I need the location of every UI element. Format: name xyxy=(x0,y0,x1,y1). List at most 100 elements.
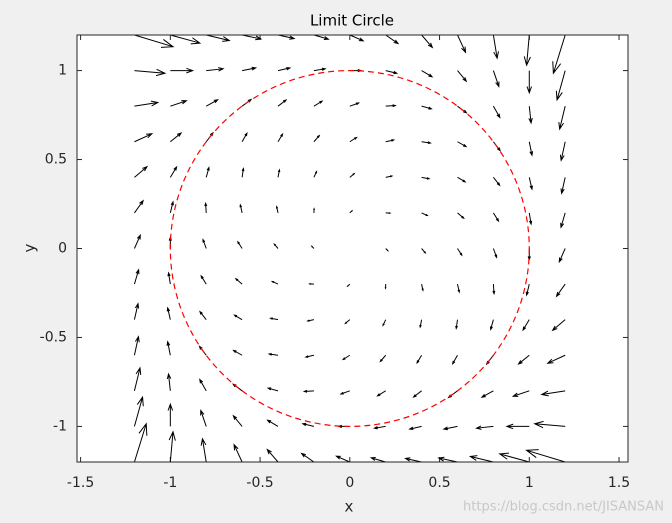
arrow xyxy=(558,106,566,131)
arrow xyxy=(555,283,566,298)
arrow xyxy=(457,212,465,220)
arrow xyxy=(200,409,207,427)
x-tick-label: 1 xyxy=(525,475,534,491)
arrow xyxy=(241,131,248,142)
x-tick-label: 1.5 xyxy=(608,475,630,491)
arrow xyxy=(200,274,207,285)
axes-background xyxy=(77,35,628,462)
arrow xyxy=(134,199,144,214)
arrow xyxy=(492,70,500,88)
arrow xyxy=(442,425,458,431)
arrow xyxy=(233,314,243,321)
x-tick-label: 0.5 xyxy=(428,475,450,491)
arrow xyxy=(540,390,566,397)
arrow xyxy=(308,283,314,285)
arrow xyxy=(133,395,144,427)
arrow xyxy=(169,165,178,178)
arrow xyxy=(480,390,494,398)
arrow xyxy=(421,70,434,78)
arrow xyxy=(170,34,202,45)
arrow xyxy=(335,455,351,463)
arrow xyxy=(267,352,279,356)
x-tick-label: -1.5 xyxy=(67,475,94,491)
arrow xyxy=(313,34,330,40)
arrow xyxy=(421,105,433,110)
arrow xyxy=(302,389,314,393)
arrow xyxy=(349,209,354,214)
arrow xyxy=(369,457,386,463)
arrow xyxy=(204,201,208,213)
y-tick-label: -0.5 xyxy=(40,329,67,345)
arrow xyxy=(199,310,207,320)
arrow xyxy=(349,102,361,107)
arrow xyxy=(134,34,175,48)
arrow xyxy=(133,268,140,285)
arrow xyxy=(492,284,496,296)
arrow xyxy=(266,387,279,392)
arrow xyxy=(277,99,288,107)
arrow xyxy=(339,390,350,395)
arrow xyxy=(385,34,400,45)
arrow xyxy=(555,70,566,102)
arrow xyxy=(455,319,458,330)
arrow xyxy=(382,319,387,327)
arrow xyxy=(167,402,174,427)
arrow xyxy=(273,242,279,249)
arrow xyxy=(277,132,284,143)
arrow xyxy=(385,175,394,178)
arrow xyxy=(234,277,243,285)
arrow xyxy=(232,349,243,356)
arrow xyxy=(242,66,258,72)
arrow xyxy=(239,203,243,214)
arrow xyxy=(416,354,423,365)
arrow xyxy=(385,248,389,252)
arrow xyxy=(134,165,149,178)
arrow xyxy=(206,34,231,42)
arrow xyxy=(376,390,386,397)
arrow xyxy=(511,390,530,397)
arrow xyxy=(492,105,501,119)
arrow xyxy=(451,355,458,366)
arrow xyxy=(372,425,386,430)
arrow xyxy=(205,99,219,107)
arrow xyxy=(498,452,530,463)
arrow xyxy=(134,100,160,107)
arrow xyxy=(489,319,494,331)
arrow xyxy=(525,283,530,297)
arrow xyxy=(505,423,530,430)
arrow xyxy=(385,139,396,143)
arrow xyxy=(560,212,566,229)
arrow xyxy=(421,141,432,145)
arrow xyxy=(379,354,387,363)
arrow xyxy=(533,420,566,429)
arrow xyxy=(457,34,467,54)
arrow xyxy=(166,372,172,391)
arrow xyxy=(523,34,531,67)
x-tick-label: -0.5 xyxy=(246,475,273,491)
arrow xyxy=(475,425,494,430)
arrow xyxy=(266,448,279,463)
arrow xyxy=(170,67,195,74)
arrow xyxy=(525,449,566,463)
arrow xyxy=(522,319,530,332)
arrow xyxy=(492,177,501,187)
arrow xyxy=(237,240,243,249)
arrow xyxy=(277,66,292,72)
arrow xyxy=(528,177,533,191)
arrow xyxy=(528,141,534,157)
arrow xyxy=(492,212,500,223)
arrow xyxy=(202,238,207,249)
arrow xyxy=(457,70,468,83)
arrow xyxy=(349,172,356,178)
arrow xyxy=(134,133,154,143)
y-tick-label: 0 xyxy=(58,241,67,257)
arrow xyxy=(206,67,225,72)
arrow xyxy=(344,319,351,325)
arrow xyxy=(304,354,315,358)
arrow xyxy=(408,425,422,431)
arrow xyxy=(517,354,530,365)
arrow xyxy=(558,248,566,264)
arrow xyxy=(300,452,315,463)
arrow xyxy=(277,34,296,40)
